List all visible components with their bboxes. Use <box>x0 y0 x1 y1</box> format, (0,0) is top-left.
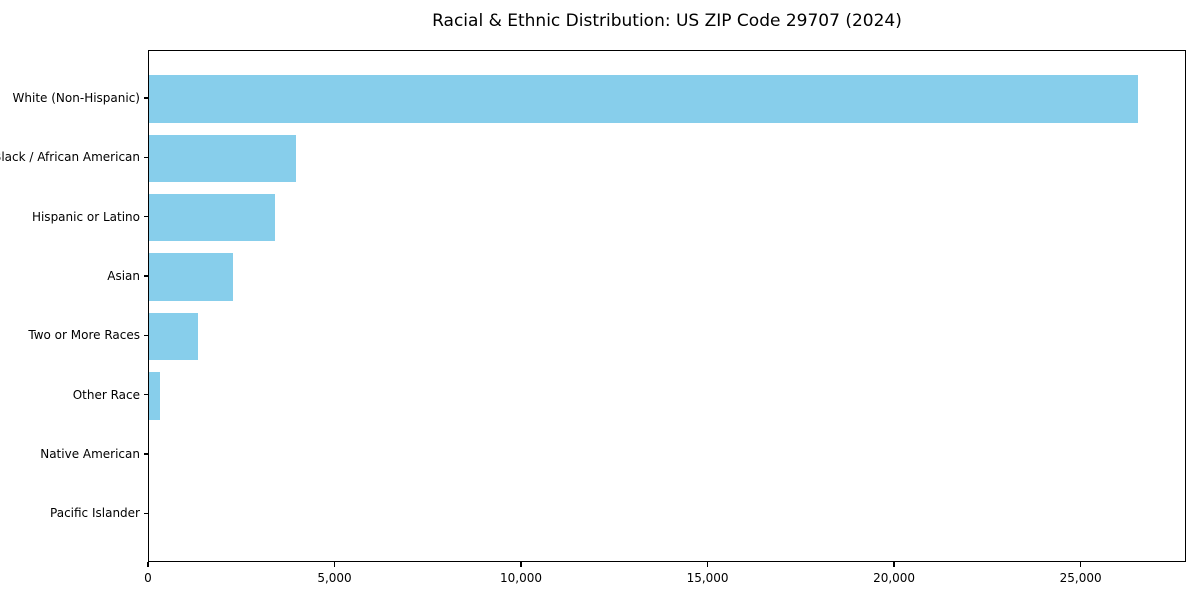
bar-other-race <box>149 372 160 420</box>
x-axis-label: 20,000 <box>873 571 916 585</box>
x-axis-tick <box>147 562 149 567</box>
x-axis-tick <box>1079 562 1082 567</box>
y-axis-label: Other Race <box>72 387 140 402</box>
x-axis-tick <box>520 562 522 567</box>
plot-area <box>148 50 1186 562</box>
x-axis-tick <box>893 562 895 567</box>
x-axis-label: 5,000 <box>317 571 352 585</box>
x-axis-label: 0 <box>144 571 152 585</box>
y-axis-label: White (Non-Hispanic) <box>12 91 140 106</box>
y-axis-label: Asian <box>107 269 140 284</box>
y-axis-label: Hispanic or Latino <box>31 209 140 224</box>
bar-white-non-hispanic <box>149 75 1138 123</box>
y-axis-label: Black / African American <box>0 150 140 165</box>
x-axis-label: 25,000 <box>1059 571 1102 585</box>
x-axis-label: 15,000 <box>686 571 729 585</box>
x-axis-tick <box>333 562 336 567</box>
y-axis-label: Native American <box>40 447 140 462</box>
x-axis-label: 10,000 <box>500 571 543 585</box>
x-axis-tick <box>706 562 709 567</box>
y-axis-label: Two or More Races <box>28 328 140 343</box>
bar-hispanic-or-latino <box>149 194 276 242</box>
y-axis-label: Pacific Islander <box>50 506 140 521</box>
bar-asian <box>149 253 233 301</box>
bar-two-or-more-races <box>149 312 199 361</box>
chart-title: Racial & Ethnic Distribution: US ZIP Cod… <box>432 11 902 31</box>
bar-black-african-american <box>149 134 296 183</box>
